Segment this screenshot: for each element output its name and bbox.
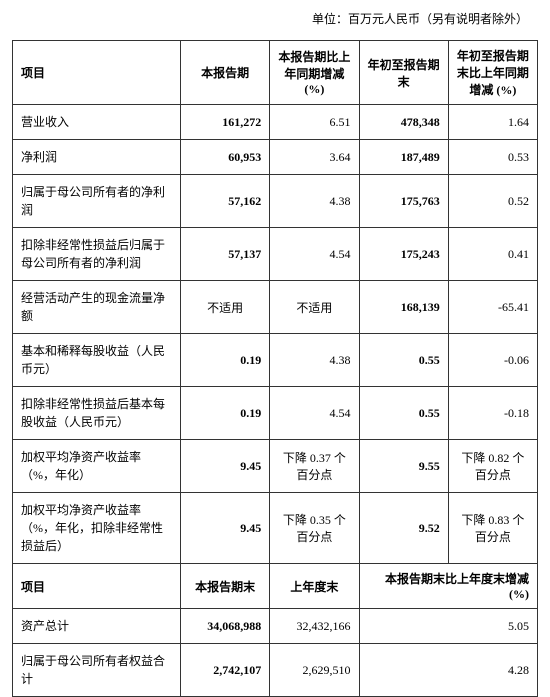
header-ytd: 年初至报告期末 xyxy=(359,41,448,105)
header-change: 本报告期比上年同期增减 (%) xyxy=(270,41,359,105)
row-label: 加权平均净资产收益率（%，年化） xyxy=(13,440,181,493)
cell-change: 下降 0.35 个百分点 xyxy=(270,493,359,564)
table-row: 归属于母公司所有者的净利润57,1624.38175,7630.52 xyxy=(13,175,538,228)
cell-change: 3.64 xyxy=(270,140,359,175)
cell-ytd: 0.55 xyxy=(359,387,448,440)
table-row: 基本和稀释每股收益（人民币元）0.194.380.55-0.06 xyxy=(13,334,538,387)
cell-period: 60,953 xyxy=(181,140,270,175)
cell-ytd-change: 0.53 xyxy=(448,140,537,175)
cell-ytd: 9.52 xyxy=(359,493,448,564)
row-label: 扣除非经常性损益后归属于母公司所有者的净利润 xyxy=(13,228,181,281)
row-label: 净利润 xyxy=(13,140,181,175)
cell-change: 4.54 xyxy=(270,228,359,281)
row-label: 加权平均净资产收益率（%，年化，扣除非经常性损益后） xyxy=(13,493,181,564)
cell-ytd-change: -0.06 xyxy=(448,334,537,387)
table-row: 净利润60,9533.64187,4890.53 xyxy=(13,140,538,175)
header-item: 项目 xyxy=(13,41,181,105)
table-row: 加权平均净资产收益率（%，年化）9.45下降 0.37 个百分点9.55下降 0… xyxy=(13,440,538,493)
table-row: 归属于母公司所有者权益合计2,742,1072,629,5104.28 xyxy=(13,644,538,697)
cell-prev-year: 2,629,510 xyxy=(270,644,359,697)
row-label: 营业收入 xyxy=(13,105,181,140)
cell-ytd-change: 下降 0.82 个百分点 xyxy=(448,440,537,493)
table-row: 扣除非经常性损益后归属于母公司所有者的净利润57,1374.54175,2430… xyxy=(13,228,538,281)
cell-change: 4.28 xyxy=(359,644,538,697)
cell-ytd: 187,489 xyxy=(359,140,448,175)
row-label: 扣除非经常性损益后基本每股收益（人民币元） xyxy=(13,387,181,440)
cell-period: 57,162 xyxy=(181,175,270,228)
row-label: 经营活动产生的现金流量净额 xyxy=(13,281,181,334)
cell-ytd: 175,243 xyxy=(359,228,448,281)
unit-label: 单位：百万元人民币（另有说明者除外） xyxy=(312,10,528,27)
cell-period-end: 2,742,107 xyxy=(181,644,270,697)
cell-change: 5.05 xyxy=(359,609,538,644)
cell-ytd: 175,763 xyxy=(359,175,448,228)
financial-table: 项目 本报告期 本报告期比上年同期增减 (%) 年初至报告期末 年初至报告期末比… xyxy=(12,40,538,697)
header2-period-end: 本报告期末 xyxy=(181,564,270,609)
cell-period: 57,137 xyxy=(181,228,270,281)
table-row: 资产总计34,068,98832,432,1665.05 xyxy=(13,609,538,644)
cell-ytd-change: -0.18 xyxy=(448,387,537,440)
cell-ytd: 0.55 xyxy=(359,334,448,387)
cell-ytd-change: -65.41 xyxy=(448,281,537,334)
cell-ytd-change: 1.64 xyxy=(448,105,537,140)
cell-change: 下降 0.37 个百分点 xyxy=(270,440,359,493)
header2-item: 项目 xyxy=(13,564,181,609)
cell-period: 0.19 xyxy=(181,387,270,440)
cell-change: 4.38 xyxy=(270,334,359,387)
cell-period: 9.45 xyxy=(181,493,270,564)
header2-change: 本报告期末比上年度末增减 (%) xyxy=(359,564,538,609)
cell-period-end: 34,068,988 xyxy=(181,609,270,644)
table-row: 经营活动产生的现金流量净额不适用不适用168,139-65.41 xyxy=(13,281,538,334)
cell-change: 6.51 xyxy=(270,105,359,140)
header-period: 本报告期 xyxy=(181,41,270,105)
row-label: 资产总计 xyxy=(13,609,181,644)
table-row: 营业收入161,2726.51478,3481.64 xyxy=(13,105,538,140)
table-row: 扣除非经常性损益后基本每股收益（人民币元）0.194.540.55-0.18 xyxy=(13,387,538,440)
row-label: 基本和稀释每股收益（人民币元） xyxy=(13,334,181,387)
cell-period: 0.19 xyxy=(181,334,270,387)
row-label: 归属于母公司所有者权益合计 xyxy=(13,644,181,697)
financial-table-wrapper: 项目 本报告期 本报告期比上年同期增减 (%) 年初至报告期末 年初至报告期末比… xyxy=(12,40,538,697)
cell-ytd: 9.55 xyxy=(359,440,448,493)
table1-header-row: 项目 本报告期 本报告期比上年同期增减 (%) 年初至报告期末 年初至报告期末比… xyxy=(13,41,538,105)
cell-period: 161,272 xyxy=(181,105,270,140)
header-ytd-change: 年初至报告期末比上年同期增减 (%) xyxy=(448,41,537,105)
header2-prev-year: 上年度末 xyxy=(270,564,359,609)
cell-period: 不适用 xyxy=(181,281,270,334)
cell-prev-year: 32,432,166 xyxy=(270,609,359,644)
table-row: 加权平均净资产收益率（%，年化，扣除非经常性损益后）9.45下降 0.35 个百… xyxy=(13,493,538,564)
table2-header-row: 项目 本报告期末 上年度末 本报告期末比上年度末增减 (%) xyxy=(13,564,538,609)
cell-period: 9.45 xyxy=(181,440,270,493)
cell-ytd: 168,139 xyxy=(359,281,448,334)
cell-change: 不适用 xyxy=(270,281,359,334)
cell-ytd-change: 0.52 xyxy=(448,175,537,228)
row-label: 归属于母公司所有者的净利润 xyxy=(13,175,181,228)
cell-ytd-change: 下降 0.83 个百分点 xyxy=(448,493,537,564)
cell-change: 4.54 xyxy=(270,387,359,440)
cell-ytd: 478,348 xyxy=(359,105,448,140)
cell-ytd-change: 0.41 xyxy=(448,228,537,281)
cell-change: 4.38 xyxy=(270,175,359,228)
